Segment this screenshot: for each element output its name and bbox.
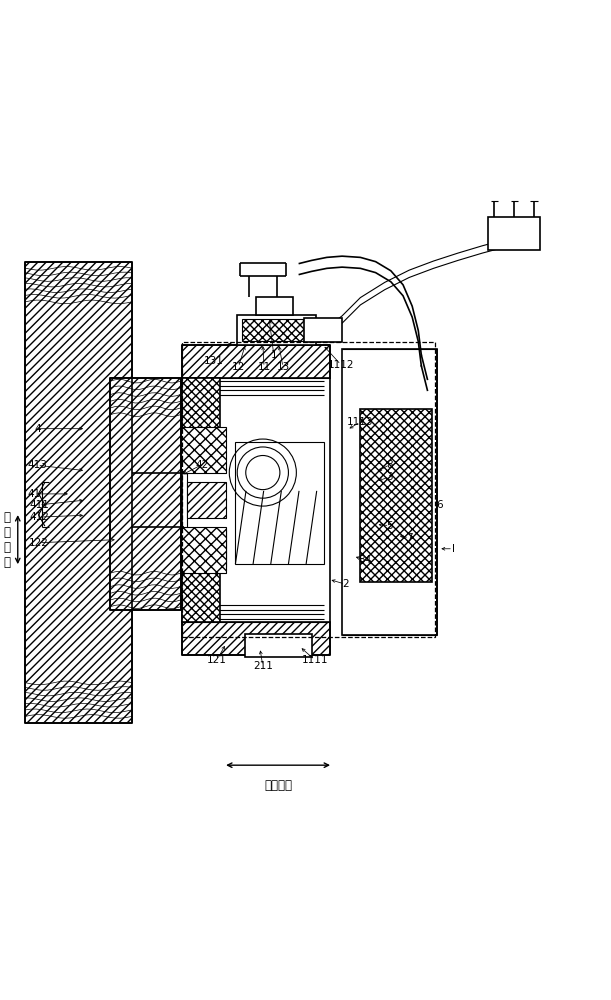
Text: 11: 11 — [257, 362, 271, 372]
Bar — [182, 622, 330, 655]
Text: 211: 211 — [253, 661, 273, 671]
Text: 6: 6 — [436, 500, 443, 510]
Bar — [342, 349, 437, 635]
Bar — [182, 378, 220, 463]
Text: 42: 42 — [196, 460, 208, 470]
Text: 412: 412 — [29, 512, 49, 522]
Text: 411: 411 — [29, 500, 49, 510]
Bar — [242, 319, 312, 341]
Text: 131: 131 — [204, 356, 224, 366]
Text: I: I — [452, 544, 455, 554]
Text: 122: 122 — [29, 538, 49, 548]
Bar — [111, 378, 180, 610]
Polygon shape — [180, 527, 226, 573]
Text: 84: 84 — [358, 555, 371, 565]
Bar — [235, 442, 324, 564]
Text: 41: 41 — [27, 489, 41, 499]
Text: 413: 413 — [27, 460, 47, 470]
Bar — [244, 634, 312, 657]
Bar — [182, 342, 436, 637]
Text: 1: 1 — [271, 350, 277, 360]
Text: 1111: 1111 — [301, 655, 328, 665]
Bar — [360, 409, 433, 582]
Text: 第
二
方
向: 第 二 方 向 — [3, 511, 10, 569]
Bar — [25, 262, 132, 723]
Text: 7: 7 — [406, 533, 412, 543]
Text: 1113: 1113 — [347, 417, 373, 427]
Text: 8: 8 — [386, 460, 393, 470]
Bar — [182, 345, 330, 378]
Polygon shape — [180, 427, 226, 473]
Bar — [488, 217, 540, 250]
Text: 13: 13 — [276, 362, 290, 372]
Bar — [304, 318, 342, 342]
Text: 4: 4 — [34, 424, 40, 434]
Bar — [182, 537, 220, 622]
Text: 5: 5 — [386, 521, 393, 531]
Bar — [255, 297, 293, 315]
Text: 12: 12 — [232, 362, 245, 372]
Bar — [237, 315, 316, 345]
Text: 3: 3 — [386, 472, 393, 482]
Bar — [186, 482, 226, 518]
Text: 121: 121 — [207, 655, 227, 665]
Bar — [186, 530, 226, 567]
Text: 1112: 1112 — [327, 360, 354, 370]
Text: 2: 2 — [342, 579, 348, 589]
Text: 第一方向: 第一方向 — [264, 779, 292, 792]
